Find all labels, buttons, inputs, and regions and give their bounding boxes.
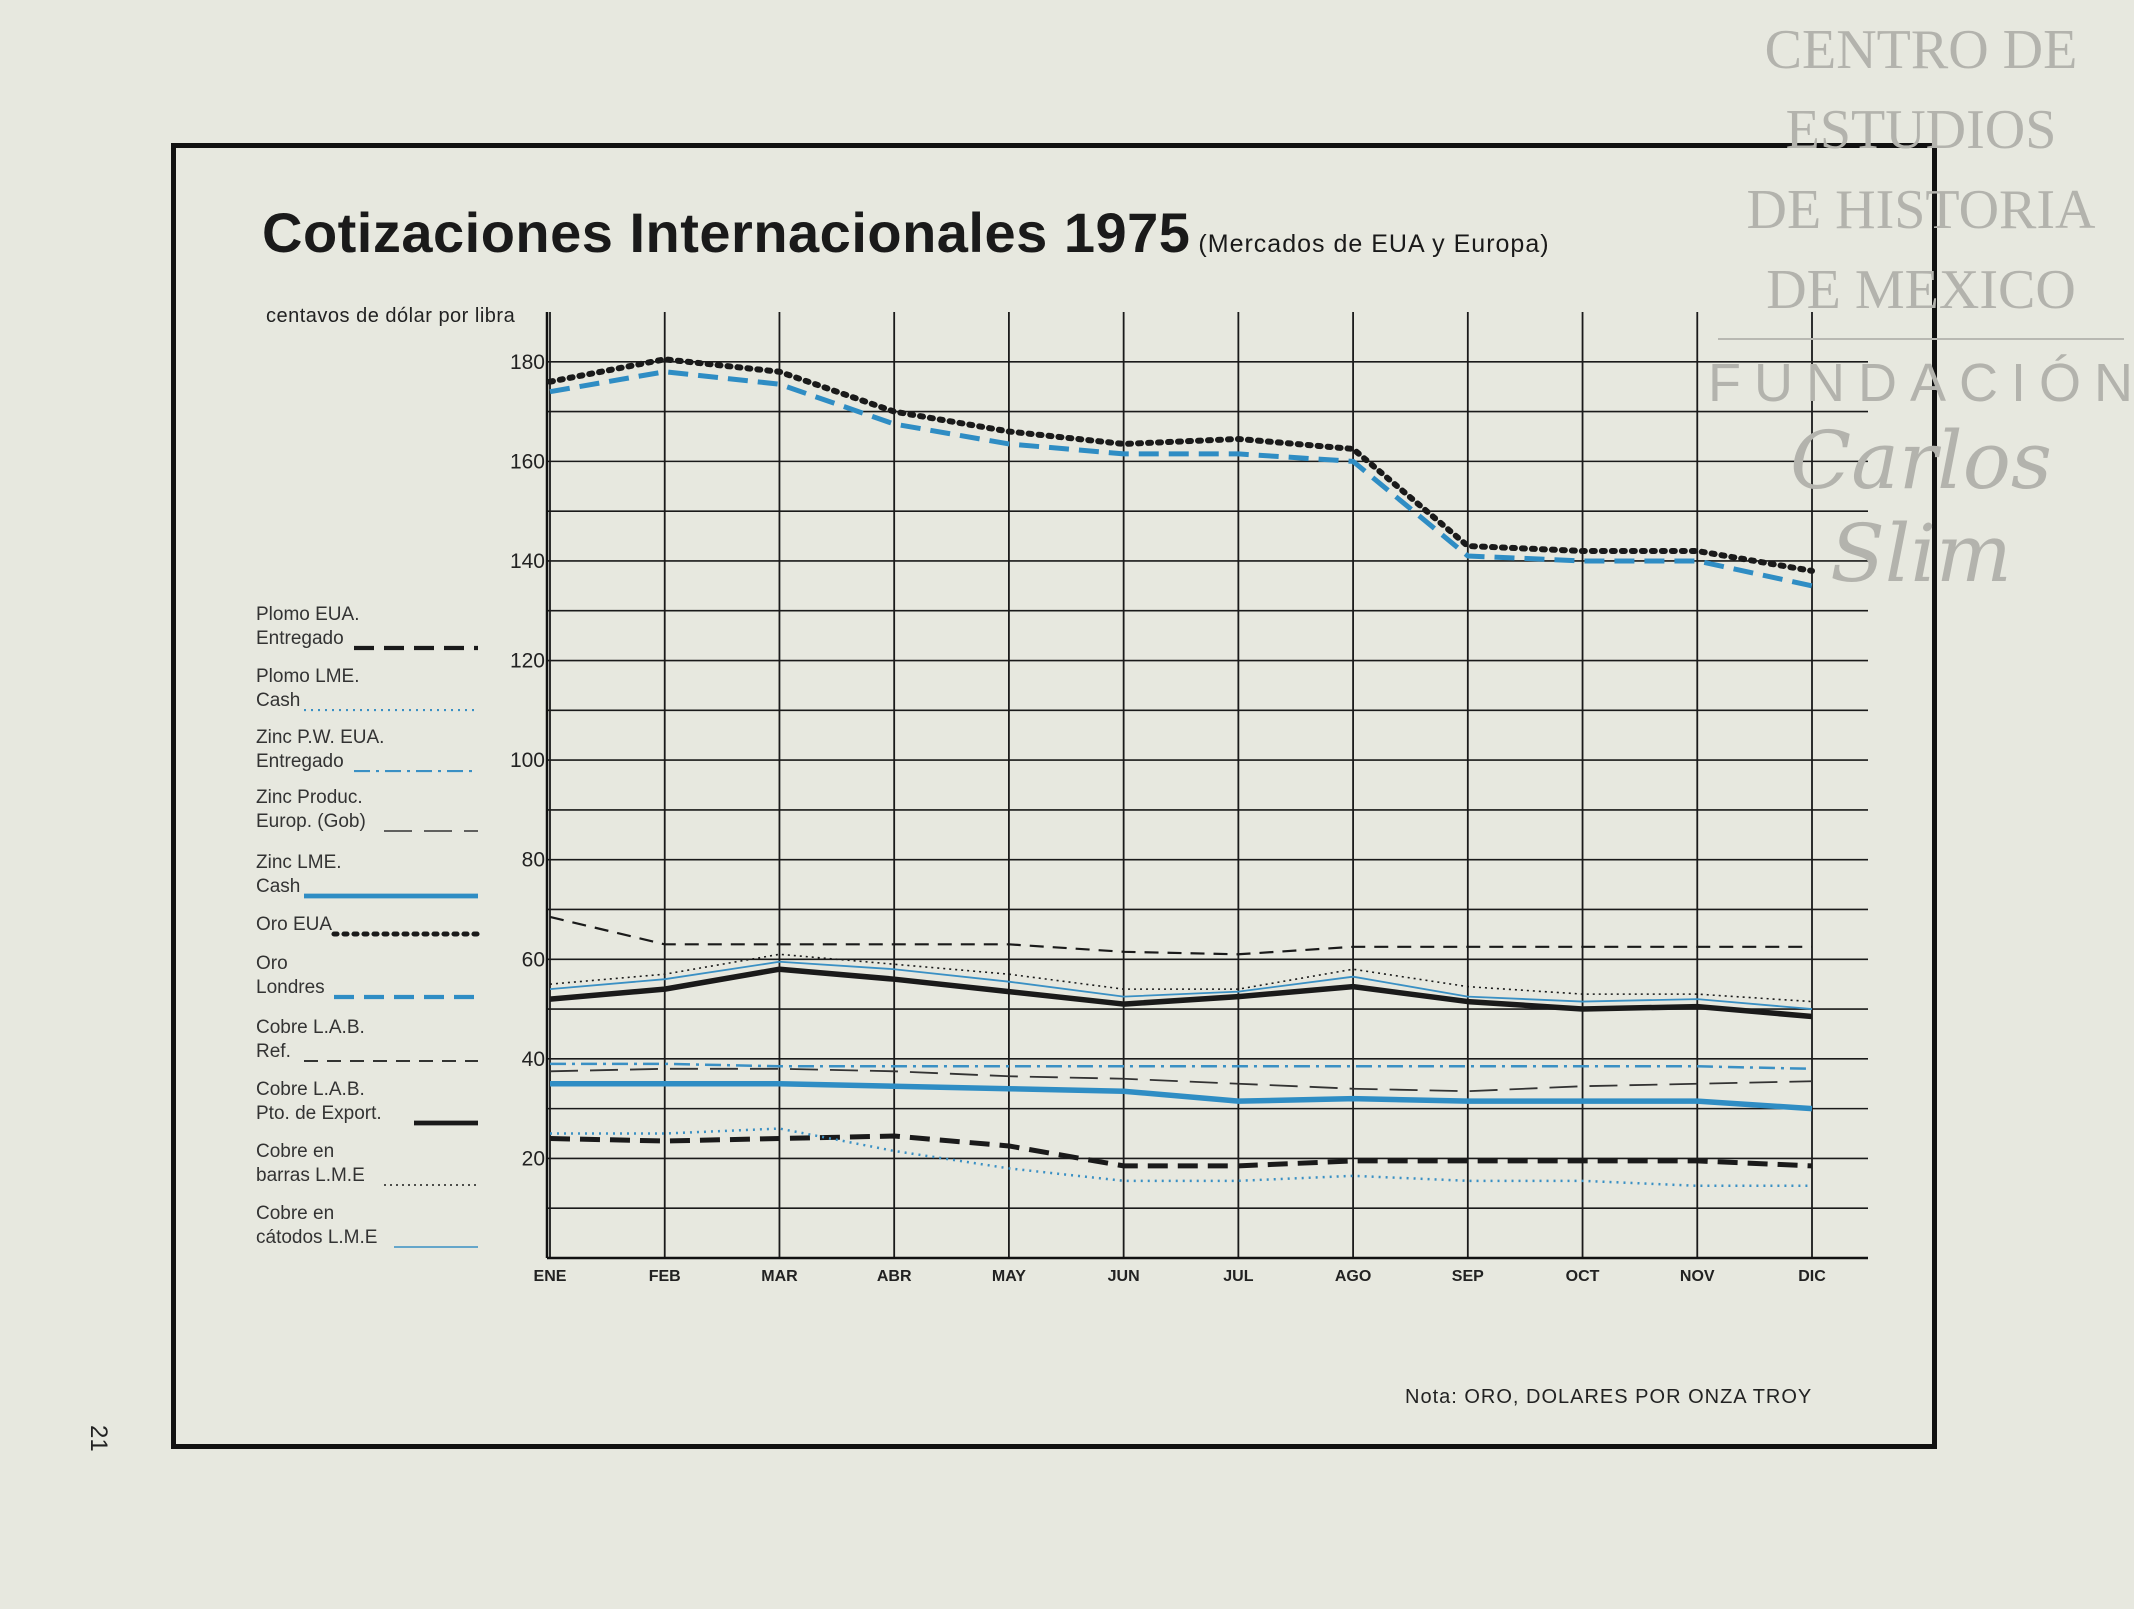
y-tick-label: 60	[522, 948, 545, 971]
watermark-line: DE HISTORIA	[1746, 179, 2096, 241]
series-line	[550, 1080, 1813, 1112]
chart-title: Cotizaciones Internacionales 1975 (Mercad…	[262, 201, 1550, 264]
x-tick-label: ABR	[877, 1268, 912, 1285]
legend-entry-label: Cobre L.A.B.	[256, 1079, 365, 1100]
series-line	[549, 1133, 1813, 1169]
series-line	[549, 1067, 1813, 1093]
legend-entry-label: Cobre en	[256, 1203, 334, 1224]
x-tick-label: DIC	[1798, 1268, 1826, 1285]
x-tick-label: JUL	[1223, 1268, 1253, 1285]
legend-entry-label: Oro EUA	[256, 914, 332, 935]
watermark-line: DE MEXICO	[1766, 259, 2076, 321]
series-line	[549, 960, 1813, 1010]
y-tick-label: 160	[510, 450, 545, 473]
archive-watermark: CENTRO DE ESTUDIOS DE HISTORIA DE MEXICO FU…	[1708, 10, 2134, 600]
chart-subtitle: (Mercados de EUA y Europa)	[1198, 230, 1550, 258]
legend-entry-label: Plomo EUA.	[256, 604, 359, 625]
series-line	[549, 966, 1813, 1020]
footnote: Nota: ORO, DOLARES POR ONZA TROY	[1405, 1386, 1813, 1408]
legend-entry-label: Cobre en	[256, 1141, 334, 1162]
legend-entry-label: Cobre L.A.B.	[256, 1017, 365, 1038]
y-tick-label: 40	[522, 1048, 545, 1071]
legend-entry-label: cátodos L.M.E	[256, 1227, 377, 1248]
y-tick-label: 100	[510, 749, 545, 772]
watermark-line: ESTUDIOS	[1785, 99, 2057, 161]
x-tick-label: ENE	[534, 1268, 567, 1285]
legend-entry-label: Zinc Produc.	[256, 787, 363, 808]
x-tick-label: AGO	[1335, 1268, 1371, 1285]
y-tick-label: 180	[510, 351, 545, 374]
watermark-foundation: FUNDACIÓN	[1708, 353, 2134, 413]
legend-entry-label: Cash	[256, 876, 300, 897]
chart-frame	[171, 143, 1937, 1449]
legend-entry-label: Plomo LME.	[256, 666, 359, 687]
chart-axes: 20 40 60 80 100 120 140 160 180 ENE FEB MAR ABR MAY JU…	[510, 312, 1868, 1285]
chart-series	[547, 356, 1815, 1188]
legend-entry-label: Zinc P.W. EUA.	[256, 727, 384, 748]
y-tick-label: 20	[522, 1147, 545, 1170]
y-tick-label: 120	[510, 650, 545, 673]
y-tick-label: 80	[522, 849, 545, 872]
x-tick-label: NOV	[1680, 1268, 1715, 1285]
legend-entry-label: Entregado	[256, 628, 344, 649]
series-line	[550, 1062, 1813, 1071]
legend-entry-label: Londres	[256, 977, 325, 998]
y-tick-label: 140	[510, 550, 545, 573]
legend-entry-label: Oro	[256, 953, 288, 974]
legend-entry-label: Pto. de Export.	[256, 1103, 382, 1124]
x-tick-label: FEB	[649, 1268, 681, 1285]
x-tick-label: OCT	[1566, 1268, 1600, 1285]
y-axis-label: centavos de dólar por libra	[266, 305, 516, 327]
watermark-text: CENTRO DE ESTUDIOS DE HISTORIA DE MEXICO	[1708, 10, 2134, 330]
legend-entry-label: barras L.M.E	[256, 1165, 365, 1186]
watermark-line: CENTRO DE	[1764, 19, 2078, 81]
series-line	[547, 356, 1815, 574]
x-tick-label: JUN	[1108, 1268, 1140, 1285]
series-line	[549, 369, 1813, 589]
legend-entry-label: Ref.	[256, 1041, 291, 1062]
page-number: 21	[85, 1425, 112, 1452]
legend-entry-label: Europ. (Gob)	[256, 811, 366, 832]
x-tick-label: MAY	[992, 1268, 1026, 1285]
chart-legend: Plomo EUA. Entregado Plomo LME. Cash Zinc P.…	[256, 604, 481, 1248]
legend-entry-label: Zinc LME.	[256, 852, 342, 873]
x-tick-label: SEP	[1452, 1268, 1484, 1285]
legend-entry-label: Cash	[256, 690, 300, 711]
series-line	[549, 915, 1812, 956]
series-line	[550, 1127, 1812, 1188]
watermark-signature: Carlos Slim	[1790, 414, 2052, 600]
legend-entry-label: Entregado	[256, 751, 344, 772]
watermark-divider	[1718, 338, 2124, 340]
x-tick-label: MAR	[761, 1268, 798, 1285]
